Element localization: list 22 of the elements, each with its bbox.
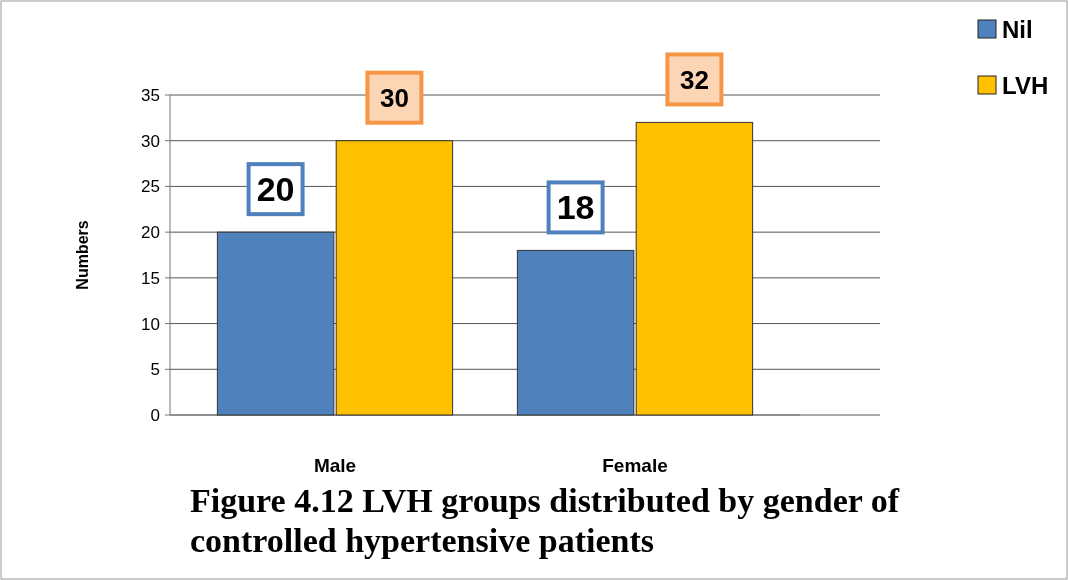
bar xyxy=(635,121,754,416)
y-axis-title: Numbers xyxy=(74,220,91,290)
bar xyxy=(335,140,454,416)
x-tick-label: Female xyxy=(602,455,668,476)
data-label: 30 xyxy=(379,82,409,113)
data-label: 32 xyxy=(679,64,709,95)
legend-label: LVH xyxy=(1002,72,1049,100)
y-tick-label: 5 xyxy=(150,360,160,380)
x-tick-label: Male xyxy=(313,455,357,476)
legend-label: Nil xyxy=(1002,16,1033,44)
y-tick-label: 0 xyxy=(150,405,160,425)
y-tick-label: 10 xyxy=(141,314,160,334)
y-tick-label: 30 xyxy=(141,131,160,151)
y-tick-label: 35 xyxy=(141,85,160,105)
y-tick-label: 20 xyxy=(141,223,160,243)
bar xyxy=(216,231,335,416)
data-label: 18 xyxy=(556,188,595,227)
text: Figure 4.12 LVH groups distributed by gender of controlled hypertensive patients xyxy=(190,482,900,559)
bar xyxy=(516,249,635,416)
data-label: 20 xyxy=(256,170,295,209)
y-tick-label: 25 xyxy=(141,177,160,197)
y-tick-label: 15 xyxy=(141,268,160,288)
